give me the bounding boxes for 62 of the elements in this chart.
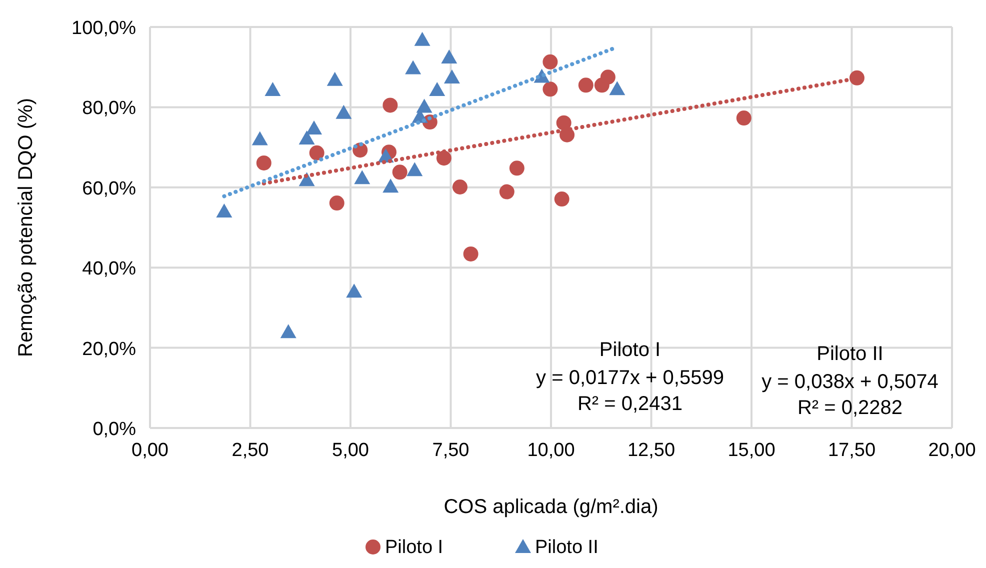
point (298, 130, 315, 144)
y-tick-label: 40,0% (82, 258, 136, 280)
point (306, 120, 322, 134)
point (441, 49, 458, 64)
point (264, 82, 281, 96)
x-tick-label: 20,00 (928, 440, 976, 461)
annotation: R² = 0,2282 (797, 397, 903, 419)
x-tick-label: 17,50 (828, 440, 876, 461)
annotation: Piloto II (816, 343, 884, 365)
point (309, 145, 324, 160)
point (354, 170, 370, 184)
annotation: y = 0,0177x + 0,5599 (536, 367, 724, 389)
point (256, 155, 272, 170)
legend-label: Piloto I (385, 537, 444, 558)
point (609, 81, 626, 96)
point (405, 60, 422, 74)
point (329, 196, 344, 211)
point (382, 178, 399, 193)
point (336, 104, 352, 119)
point (416, 98, 432, 113)
point (346, 284, 362, 298)
point (382, 98, 398, 113)
point (252, 131, 268, 146)
point (542, 82, 558, 97)
point (452, 180, 468, 194)
x-tick-label: 5,00 (332, 440, 369, 461)
x-tick-label: 2,50 (232, 440, 269, 461)
y-tick-label: 0,0% (92, 419, 136, 440)
point (444, 70, 460, 84)
y-tick-label: 20,0% (82, 338, 136, 360)
x-tick-label: 7,50 (432, 440, 470, 461)
point (280, 324, 296, 338)
point (509, 160, 524, 176)
y-tick-label: 100,0% (72, 18, 136, 39)
point (736, 110, 752, 126)
point (429, 82, 446, 96)
point (414, 32, 430, 46)
x-axis-title: COS aplicada (g/m².dia) (444, 496, 658, 518)
annotation: y = 0,038x + 0,5074 (762, 371, 938, 393)
point (216, 203, 232, 218)
point (554, 192, 570, 207)
y-tick-label: 60,0% (82, 178, 136, 200)
annotation: Piloto I (599, 339, 661, 361)
point (556, 115, 572, 130)
x-tick-label: 15,00 (728, 440, 776, 461)
point (600, 70, 616, 85)
point (463, 246, 478, 262)
point (436, 150, 452, 166)
x-tick-label: 0,00 (132, 440, 168, 461)
point (406, 162, 423, 176)
point (542, 54, 558, 70)
point (499, 184, 514, 200)
x-tick-label: 10,00 (527, 440, 575, 461)
point (326, 72, 343, 86)
y-tick-label: 80,0% (82, 98, 136, 120)
point (578, 78, 594, 93)
point (849, 70, 864, 86)
y-axis-title: Remoção potencial DQO (%) (15, 98, 37, 357)
annotation: R² = 0,2431 (577, 393, 683, 415)
legend-label: Piloto II (535, 537, 598, 558)
x-tick-label: 12,50 (627, 440, 676, 461)
point (392, 164, 408, 180)
